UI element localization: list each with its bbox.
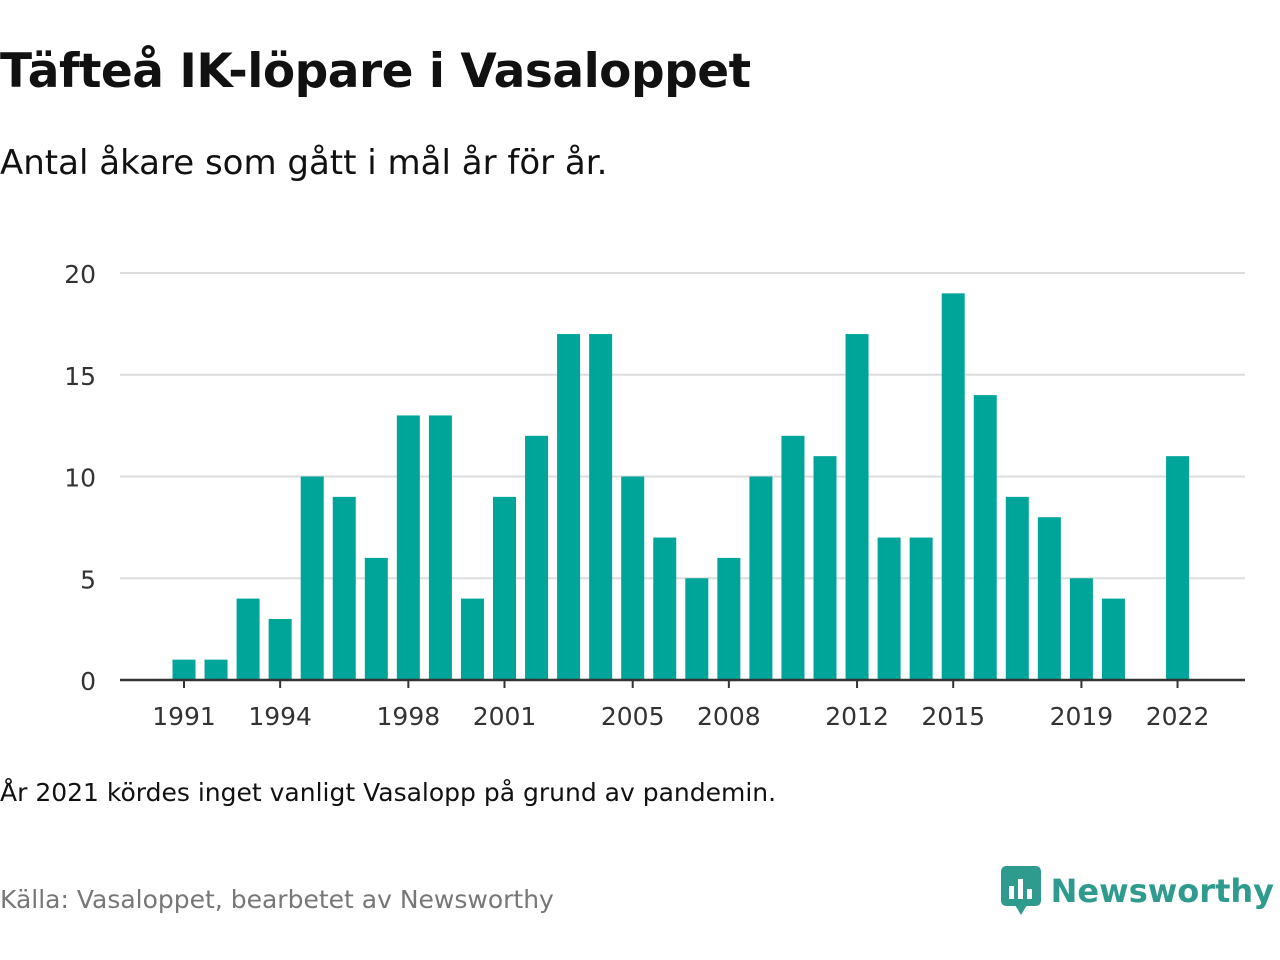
brand-name: Newsworthy: [1050, 872, 1274, 910]
bar-2014: [909, 537, 933, 680]
bar-2009: [749, 476, 773, 680]
bar-chart: 0 5 10 15 20 1991 1994 1998 2001 2005 2008 2012 2015…: [64, 260, 1245, 731]
y-tick-label: 0: [80, 667, 96, 696]
bar-2012: [845, 334, 869, 680]
x-tick-label: 1998: [377, 702, 441, 731]
x-tick-label: 2022: [1146, 702, 1210, 731]
bar-2002: [525, 435, 549, 680]
bar-2019: [1069, 578, 1093, 680]
chart-subtitle: Antal åkare som gått i mål år för år.: [0, 143, 608, 183]
bar-2004: [589, 334, 613, 680]
chart-title: Täfteå IK-löpare i Vasaloppet: [0, 44, 751, 99]
bar-2020: [1101, 598, 1125, 680]
y-tick-label: 20: [64, 260, 96, 289]
bar-2016: [973, 395, 997, 680]
bar-2000: [460, 598, 484, 680]
bar-2005: [621, 476, 645, 680]
x-tick-label: 2012: [825, 702, 889, 731]
newsworthy-logo-icon: [1000, 866, 1041, 915]
bars: [172, 293, 1190, 680]
x-tick-label: 1994: [248, 702, 312, 731]
bar-2010: [781, 435, 805, 680]
bar-1992: [204, 659, 228, 680]
bar-2008: [717, 557, 741, 680]
bar-2015: [941, 293, 965, 680]
bar-2018: [1037, 517, 1061, 680]
y-tick-label: 5: [80, 565, 96, 594]
bar-1994: [268, 618, 292, 680]
x-tick-label: 2015: [921, 702, 985, 731]
brand-logo: Newsworthy: [1000, 866, 1274, 916]
bar-2022: [1166, 456, 1190, 680]
y-tick-label: 10: [64, 464, 96, 493]
bar-2011: [813, 456, 837, 680]
bar-2003: [557, 334, 581, 680]
x-tick-label: 1991: [152, 702, 216, 731]
y-tick-label: 15: [64, 362, 96, 391]
bar-2006: [653, 537, 677, 680]
x-tick-label: 2019: [1050, 702, 1114, 731]
x-tick-label: 2005: [601, 702, 665, 731]
bar-1996: [332, 496, 356, 680]
bar-1998: [396, 415, 420, 680]
bar-1997: [364, 557, 388, 680]
x-tick-label: 2001: [473, 702, 537, 731]
bar-1993: [236, 598, 260, 680]
bar-2001: [493, 496, 516, 680]
bar-1999: [428, 415, 452, 680]
bar-1991: [172, 659, 196, 680]
bar-1995: [300, 476, 324, 680]
x-tick-label: 2008: [697, 702, 761, 731]
source-text: Källa: Vasaloppet, bearbetet av Newswort…: [0, 885, 554, 914]
gridlines: [120, 272, 1245, 580]
bar-2017: [1005, 496, 1029, 680]
chart-note: År 2021 kördes inget vanligt Vasalopp på…: [0, 778, 777, 807]
axes: 0 5 10 15 20 1991 1994 1998 2001 2005 2008 2012 2015…: [64, 260, 1245, 731]
bar-2007: [685, 578, 709, 680]
bar-2013: [877, 537, 901, 680]
